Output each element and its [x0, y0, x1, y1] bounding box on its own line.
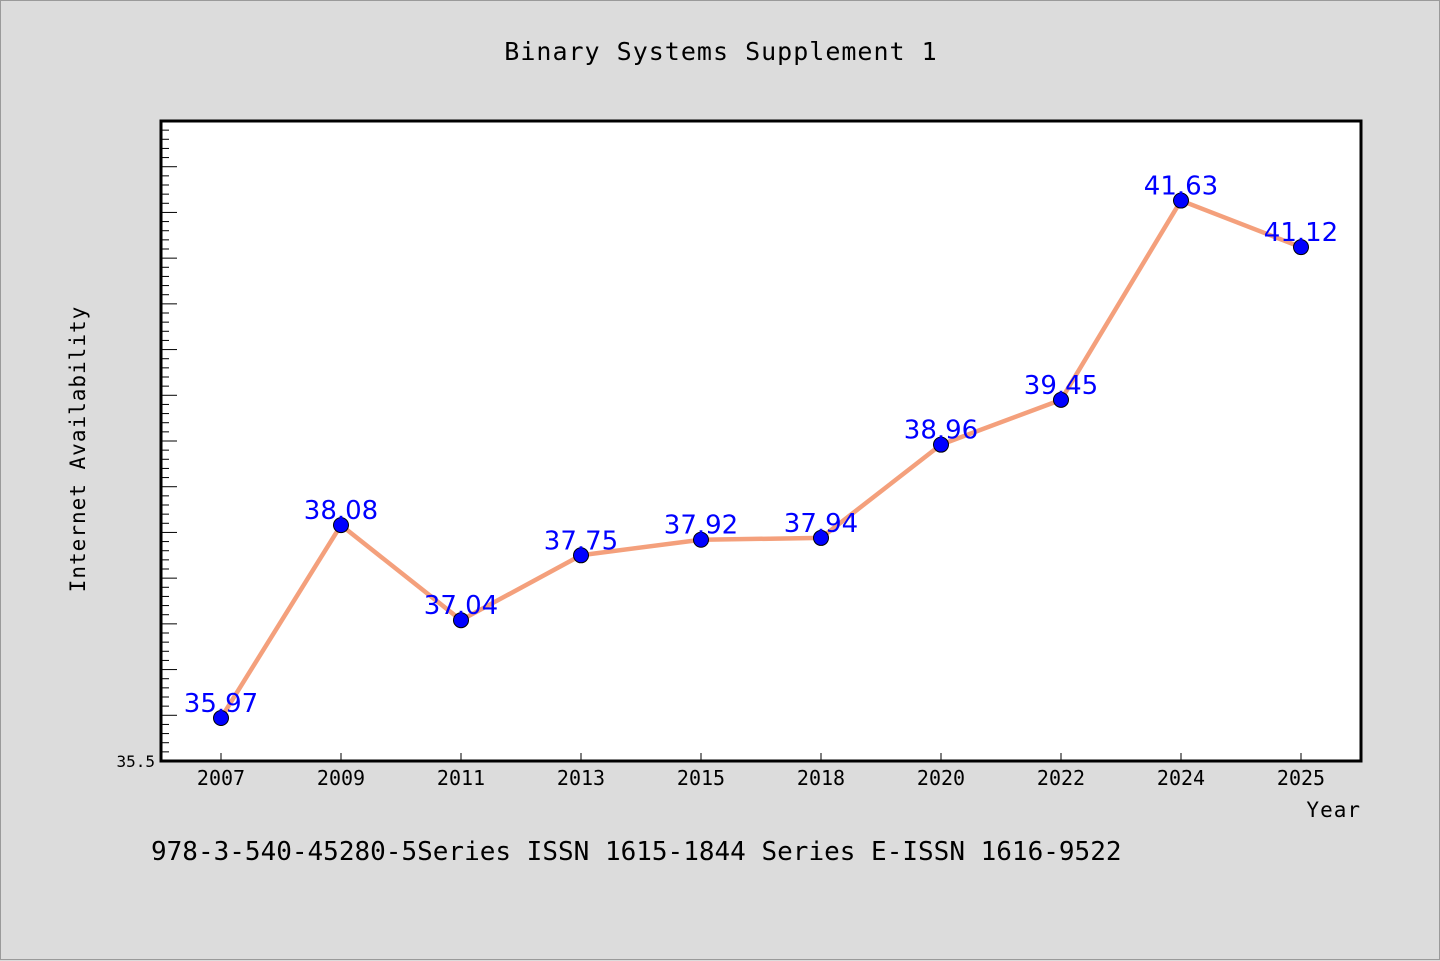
- x-tick-label: 2009: [317, 766, 365, 790]
- x-tick-label: 2011: [437, 766, 485, 790]
- data-label: 41.63: [1144, 172, 1218, 202]
- y-tick-label: 35.5: [116, 752, 155, 771]
- x-tick-label: 2022: [1037, 766, 1085, 790]
- plot-border: [159, 119, 1363, 763]
- data-label: 35.97: [184, 689, 258, 719]
- chart-title: Binary Systems Supplement 1: [504, 37, 938, 66]
- x-tick-label: 2018: [797, 766, 845, 790]
- x-tick-label: 2024: [1157, 766, 1205, 790]
- data-point: [933, 436, 949, 453]
- x-tick-label: 2013: [557, 766, 605, 790]
- data-label: 37.92: [664, 511, 738, 541]
- plot-area: [161, 121, 1361, 761]
- data-point: [693, 531, 709, 548]
- x-axis-label: Year: [1306, 798, 1361, 822]
- data-label: 41.12: [1264, 218, 1338, 248]
- series-line: [219, 198, 1302, 720]
- data-point: [333, 517, 349, 534]
- data-label: 37.04: [424, 591, 498, 621]
- data-label: 37.94: [784, 509, 858, 539]
- x-tick-label: 2020: [917, 766, 965, 790]
- x-tick-label: 2015: [677, 766, 725, 790]
- data-point: [453, 612, 469, 629]
- data-label: 37.75: [544, 526, 618, 556]
- x-tick-label: 2007: [197, 766, 245, 790]
- data-label: 39.45: [1024, 371, 1098, 401]
- data-point: [1173, 192, 1189, 209]
- footer-note: 978-3-540-45280-5Series ISSN 1615-1844 S…: [151, 837, 1122, 867]
- data-label: 38.08: [304, 496, 378, 526]
- data-point: [573, 547, 589, 564]
- y-axis-label: Internet Availability: [66, 306, 90, 593]
- data-point: [213, 710, 229, 727]
- data-point: [1293, 239, 1309, 256]
- data-point: [1053, 391, 1069, 408]
- data-point: [813, 529, 829, 546]
- x-tick-label: 2025: [1277, 766, 1325, 790]
- data-label: 38.96: [904, 416, 978, 446]
